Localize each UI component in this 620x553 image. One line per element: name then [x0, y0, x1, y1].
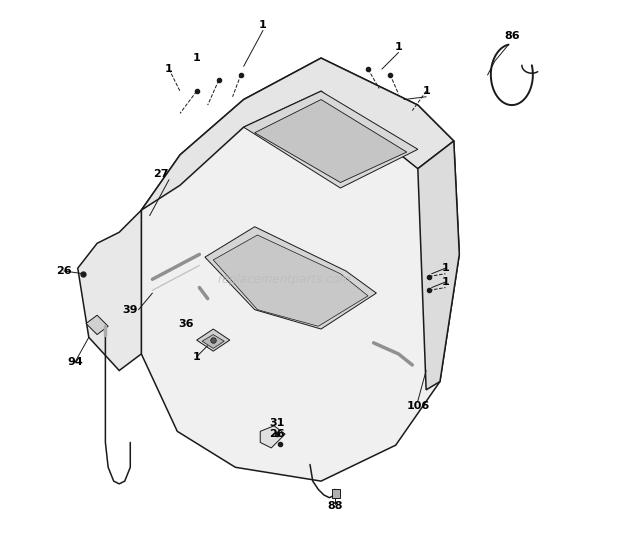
Polygon shape [202, 335, 224, 348]
Polygon shape [255, 100, 407, 182]
Polygon shape [244, 91, 418, 188]
Text: 27: 27 [153, 169, 169, 179]
Text: 1: 1 [259, 20, 267, 30]
Text: 26: 26 [56, 266, 72, 276]
Text: 1: 1 [394, 42, 402, 52]
Text: 31: 31 [269, 418, 285, 428]
Polygon shape [260, 426, 285, 448]
Polygon shape [141, 58, 459, 481]
Text: 88: 88 [327, 501, 343, 511]
Polygon shape [205, 227, 376, 329]
Polygon shape [418, 141, 459, 390]
Text: 1: 1 [165, 64, 173, 74]
Polygon shape [78, 210, 141, 371]
Text: 39: 39 [123, 305, 138, 315]
Text: 94: 94 [67, 357, 83, 367]
Text: 36: 36 [178, 319, 193, 328]
Text: 26: 26 [269, 429, 285, 439]
Text: 86: 86 [504, 31, 520, 41]
Text: 1: 1 [422, 86, 430, 96]
Text: 106: 106 [406, 401, 430, 411]
Text: 1: 1 [193, 352, 200, 362]
Polygon shape [213, 235, 368, 326]
Text: 1: 1 [193, 53, 200, 63]
Polygon shape [141, 58, 454, 210]
Text: 1: 1 [441, 277, 450, 287]
Text: replacementparts.com: replacementparts.com [218, 273, 352, 286]
Polygon shape [86, 315, 108, 335]
Text: 1: 1 [441, 263, 450, 273]
Polygon shape [197, 329, 230, 351]
Polygon shape [332, 489, 340, 498]
